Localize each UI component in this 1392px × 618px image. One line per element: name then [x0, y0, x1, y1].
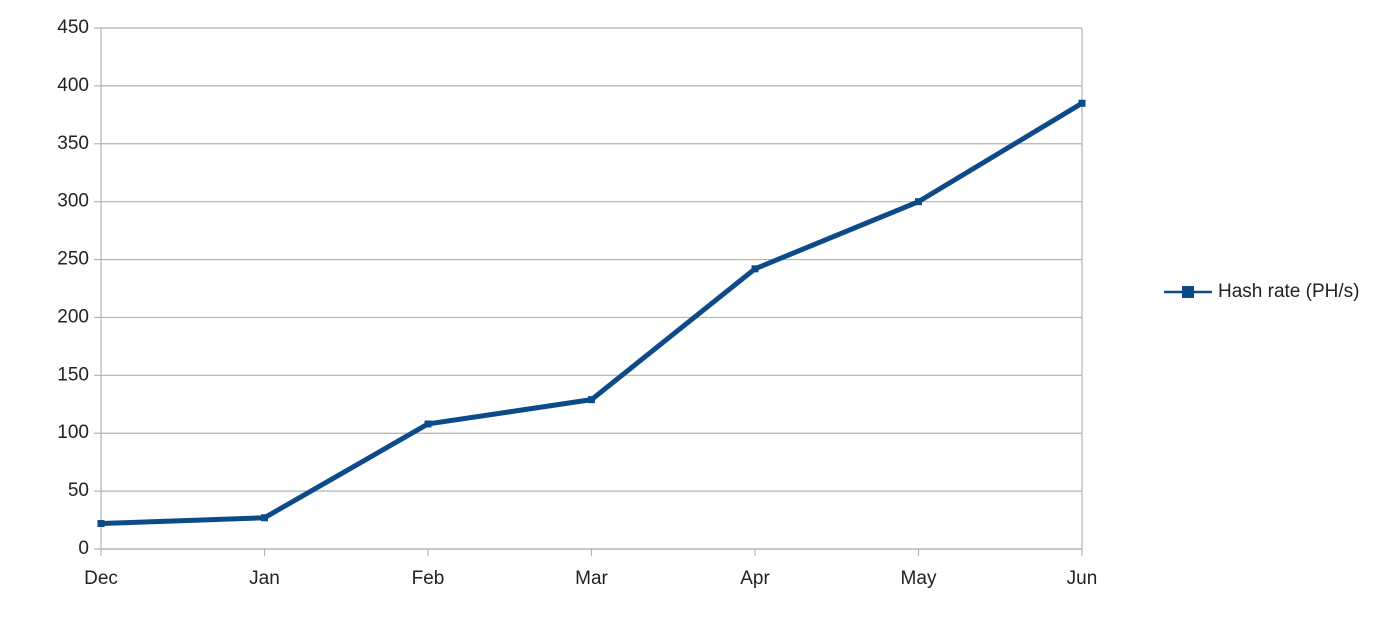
y-tick-label: 250	[57, 249, 89, 270]
line	[100, 101, 1084, 527]
legend-marker	[1182, 286, 1194, 298]
y-tick-label: 100	[57, 422, 89, 443]
point-marker	[424, 420, 432, 428]
point-marker	[97, 520, 105, 528]
point-marker	[915, 198, 922, 206]
point-marker	[751, 265, 759, 273]
point-marker	[588, 396, 595, 404]
point-marker	[1078, 99, 1086, 107]
y-tick-label: 150	[57, 364, 89, 385]
x-tick-label: May	[901, 568, 937, 589]
y-tick-label: 400	[57, 75, 89, 96]
x-tick-label: Mar	[575, 568, 608, 589]
x-tick-label: Apr	[740, 568, 770, 589]
x-tick-label: Feb	[412, 568, 445, 589]
y-tick-label: 300	[57, 191, 89, 212]
x-tick-label: Jan	[249, 568, 280, 589]
x-tick-label: Dec	[84, 568, 118, 589]
point-marker	[261, 514, 268, 522]
x-tick-label: Jun	[1067, 568, 1098, 589]
y-tick-label: 350	[57, 133, 89, 154]
y-tick-label: 450	[57, 17, 89, 38]
legend-label: Hash rate (PH/s)	[1218, 281, 1359, 302]
y-tick-label: 200	[57, 306, 89, 327]
y-tick-label: 0	[78, 538, 89, 559]
y-tick-label: 50	[68, 480, 89, 501]
